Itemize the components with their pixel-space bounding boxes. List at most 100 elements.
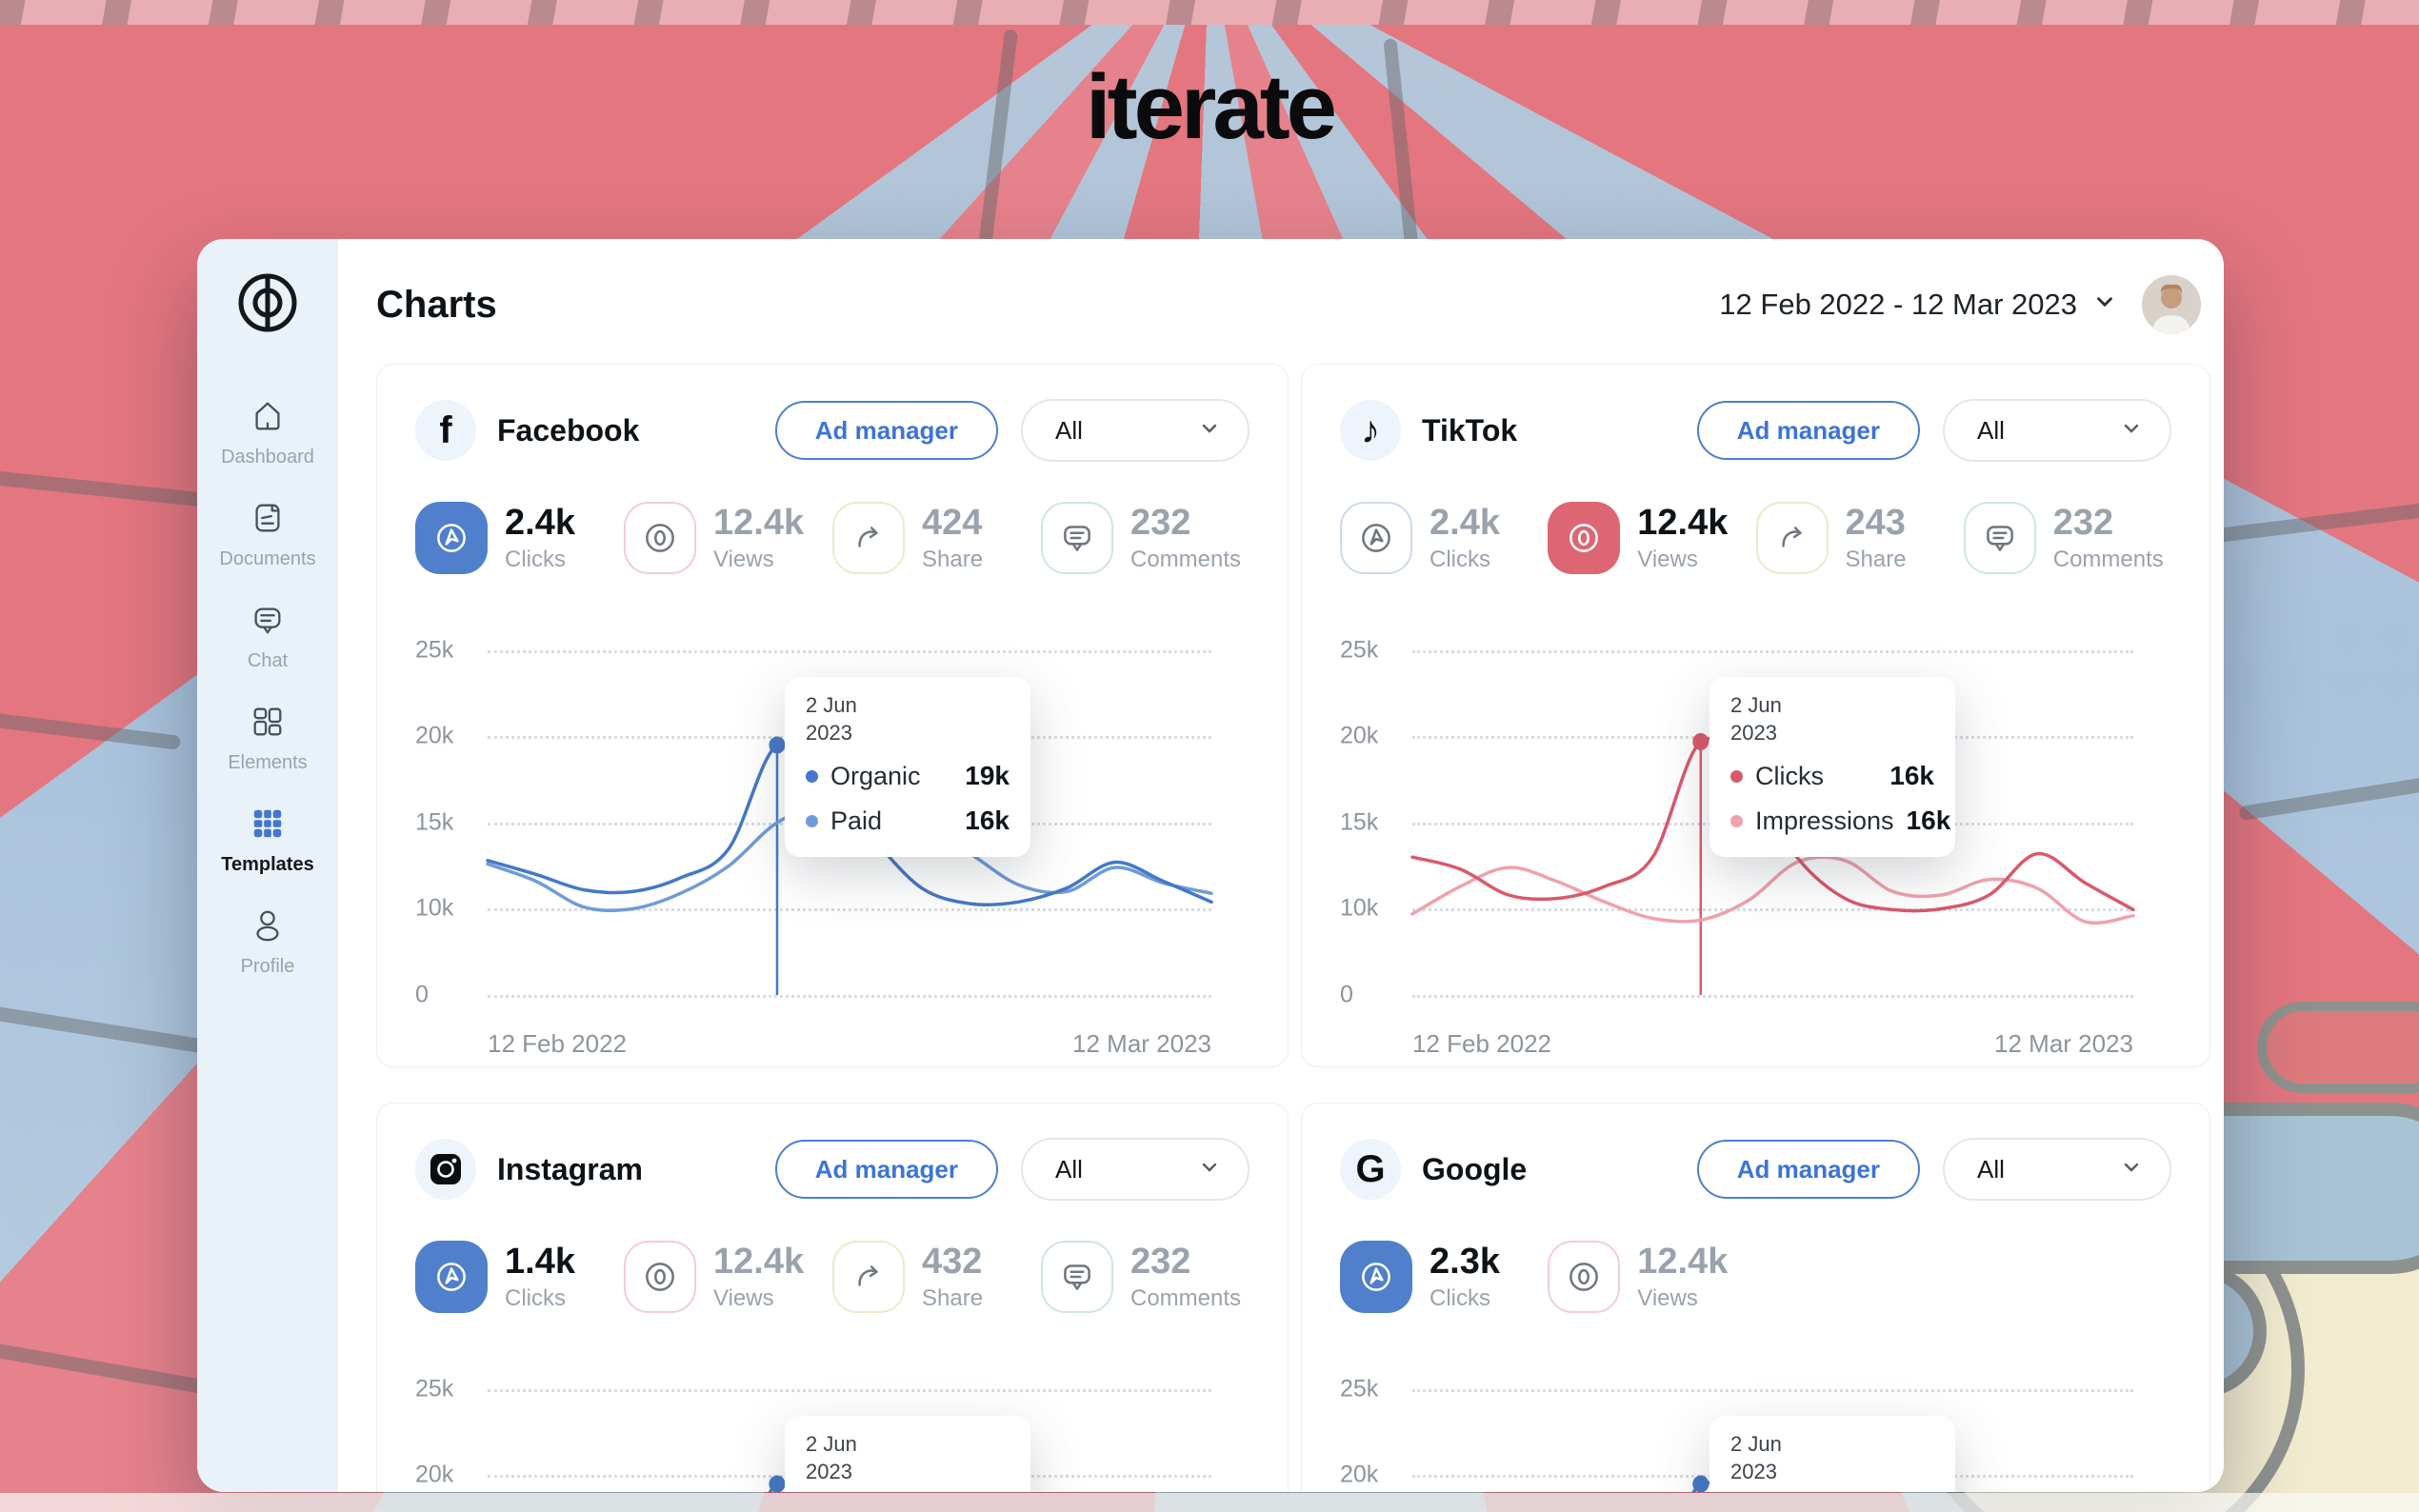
sidebar-item-profile[interactable]: Profile — [240, 907, 295, 978]
sidebar-item-label: Dashboard — [221, 447, 314, 468]
comments-icon[interactable] — [1041, 1241, 1113, 1313]
app-logo-icon — [236, 271, 299, 339]
ad-manager-button[interactable]: Ad manager — [1696, 1140, 1920, 1199]
stat-value: 12.4k — [1637, 1242, 1729, 1283]
ad-manager-button[interactable]: Ad manager — [774, 1140, 998, 1199]
chevron-down-icon — [2120, 417, 2143, 445]
chevron-down-icon — [2092, 288, 2117, 322]
instagram-logo-icon — [415, 1139, 476, 1200]
stats-row: 2.4k Clicks 12.4k Views 424 Share 232 Commen… — [415, 502, 1249, 574]
stat-value: 12.4k — [1637, 503, 1729, 544]
chevron-down-icon — [1198, 417, 1221, 445]
y-tick: 25k — [1340, 636, 1379, 664]
filter-select[interactable]: All — [1021, 1138, 1249, 1201]
stat-clicks: 2.4k Clicks — [415, 502, 624, 574]
share-icon[interactable] — [832, 1241, 905, 1313]
share-icon[interactable] — [832, 502, 905, 574]
clicks-icon[interactable] — [1340, 502, 1412, 574]
sidebar-item-label: Profile — [240, 956, 295, 977]
sidebar-item-label: Elements — [228, 752, 308, 773]
background-cloud — [2257, 1002, 2419, 1093]
stat-value: 232 — [1130, 1242, 1191, 1283]
tooltip-series-value: 16k — [1906, 806, 1951, 836]
x-axis-start-label: 12 Feb 2022 — [488, 1029, 628, 1058]
stat-views: 12.4k Views — [624, 502, 832, 574]
clicks-icon[interactable] — [415, 502, 488, 574]
clicks-icon[interactable] — [1340, 1241, 1412, 1313]
stat-label: Share — [922, 546, 984, 572]
charts-grid: f Facebook Ad manager All 2.4k Clicks — [376, 364, 2210, 1492]
ad-manager-button[interactable]: Ad manager — [1696, 401, 1920, 460]
stat-comments: 232 Comments — [1963, 502, 2171, 574]
filter-select[interactable]: All — [1943, 1138, 2171, 1201]
stat-label: Comments — [1130, 1284, 1242, 1311]
date-range-value: 12 Feb 2022 - 12 Mar 2023 — [1719, 288, 2077, 321]
stat-label: Clicks — [505, 546, 566, 572]
avatar[interactable] — [2142, 275, 2201, 334]
stat-comments: 232 Comments — [1041, 502, 1249, 574]
views-icon[interactable] — [1548, 1241, 1621, 1313]
y-tick: 20k — [1340, 722, 1379, 749]
stat-share: 424 Share — [832, 502, 1041, 574]
google-panel: G Google Ad manager All 2.3k Clicks — [1301, 1103, 2210, 1492]
stats-row: 2.4k Clicks 12.4k Views 243 Share 232 Commen… — [1340, 502, 2171, 574]
filter-value: All — [1977, 415, 2005, 445]
date-range-picker[interactable]: 12 Feb 2022 - 12 Mar 2023 — [1719, 288, 2117, 322]
stat-label: Comments — [1130, 546, 1242, 572]
chart-plot — [1412, 1389, 2133, 1492]
series-dot — [806, 769, 818, 783]
sidebar-item-documents[interactable]: Documents — [219, 500, 316, 570]
stat-value: 12.4k — [713, 1242, 805, 1283]
panel-title: TikTok — [1422, 412, 1518, 448]
stat-clicks: 2.3k Clicks — [1340, 1241, 1548, 1313]
y-tick: 10k — [415, 894, 454, 922]
sidebar-item-dashboard[interactable]: Dashboard — [221, 398, 314, 468]
stat-value: 12.4k — [713, 503, 805, 544]
y-tick: 20k — [415, 1461, 454, 1488]
sidebar-item-chat[interactable]: Chat — [248, 602, 288, 672]
share-icon[interactable] — [1755, 502, 1829, 574]
comments-icon[interactable] — [1041, 502, 1113, 574]
stat-clicks: 2.4k Clicks — [1340, 502, 1548, 574]
clicks-icon[interactable] — [415, 1241, 488, 1313]
facebook-panel: f Facebook Ad manager All 2.4k Clicks — [376, 364, 1289, 1067]
y-tick: 0 — [415, 981, 429, 1008]
y-tick: 20k — [415, 722, 454, 749]
filter-select[interactable]: All — [1943, 399, 2171, 462]
series-dot — [1730, 769, 1743, 783]
stat-value: 424 — [922, 503, 983, 544]
tooltip-series-value: 19k — [965, 761, 1010, 791]
tooltip-series-value: 16k — [1889, 761, 1934, 791]
stat-label: Views — [713, 546, 774, 572]
chevron-down-icon — [1198, 1156, 1221, 1184]
stat-views: 12.4k Views — [1548, 1241, 1755, 1313]
main-content: Charts 12 Feb 2022 - 12 Mar 2023 — [338, 239, 2224, 1492]
filter-select[interactable]: All — [1021, 399, 1249, 462]
sidebar-nav: Dashboard Documents Chat — [219, 398, 316, 978]
stats-row: 2.3k Clicks 12.4k Views — [1340, 1241, 2171, 1313]
y-tick: 0 — [1340, 981, 1353, 1008]
ad-manager-button[interactable]: Ad manager — [774, 401, 998, 460]
sidebar-item-templates[interactable]: Templates — [221, 806, 314, 876]
y-tick: 10k — [1340, 894, 1379, 922]
x-axis-end-label: 12 Mar 2023 — [1072, 1029, 1211, 1058]
tooltip-series-value: 16k — [965, 806, 1010, 836]
templates-icon — [250, 806, 286, 846]
sidebar-item-label: Chat — [247, 650, 289, 671]
page-header: Charts 12 Feb 2022 - 12 Mar 2023 — [376, 275, 2201, 334]
views-icon[interactable] — [624, 1241, 696, 1313]
stat-value: 432 — [922, 1242, 983, 1283]
views-icon[interactable] — [624, 502, 696, 574]
tiktok-logo-icon: ♪ — [1340, 400, 1401, 461]
stat-comments: 232 Comments — [1041, 1241, 1249, 1313]
stat-views: 12.4k Views — [624, 1241, 832, 1313]
stat-views: 12.4k Views — [1548, 502, 1755, 574]
comments-icon[interactable] — [1963, 502, 2036, 574]
views-icon[interactable] — [1548, 502, 1621, 574]
sidebar-item-elements[interactable]: Elements — [228, 704, 308, 774]
